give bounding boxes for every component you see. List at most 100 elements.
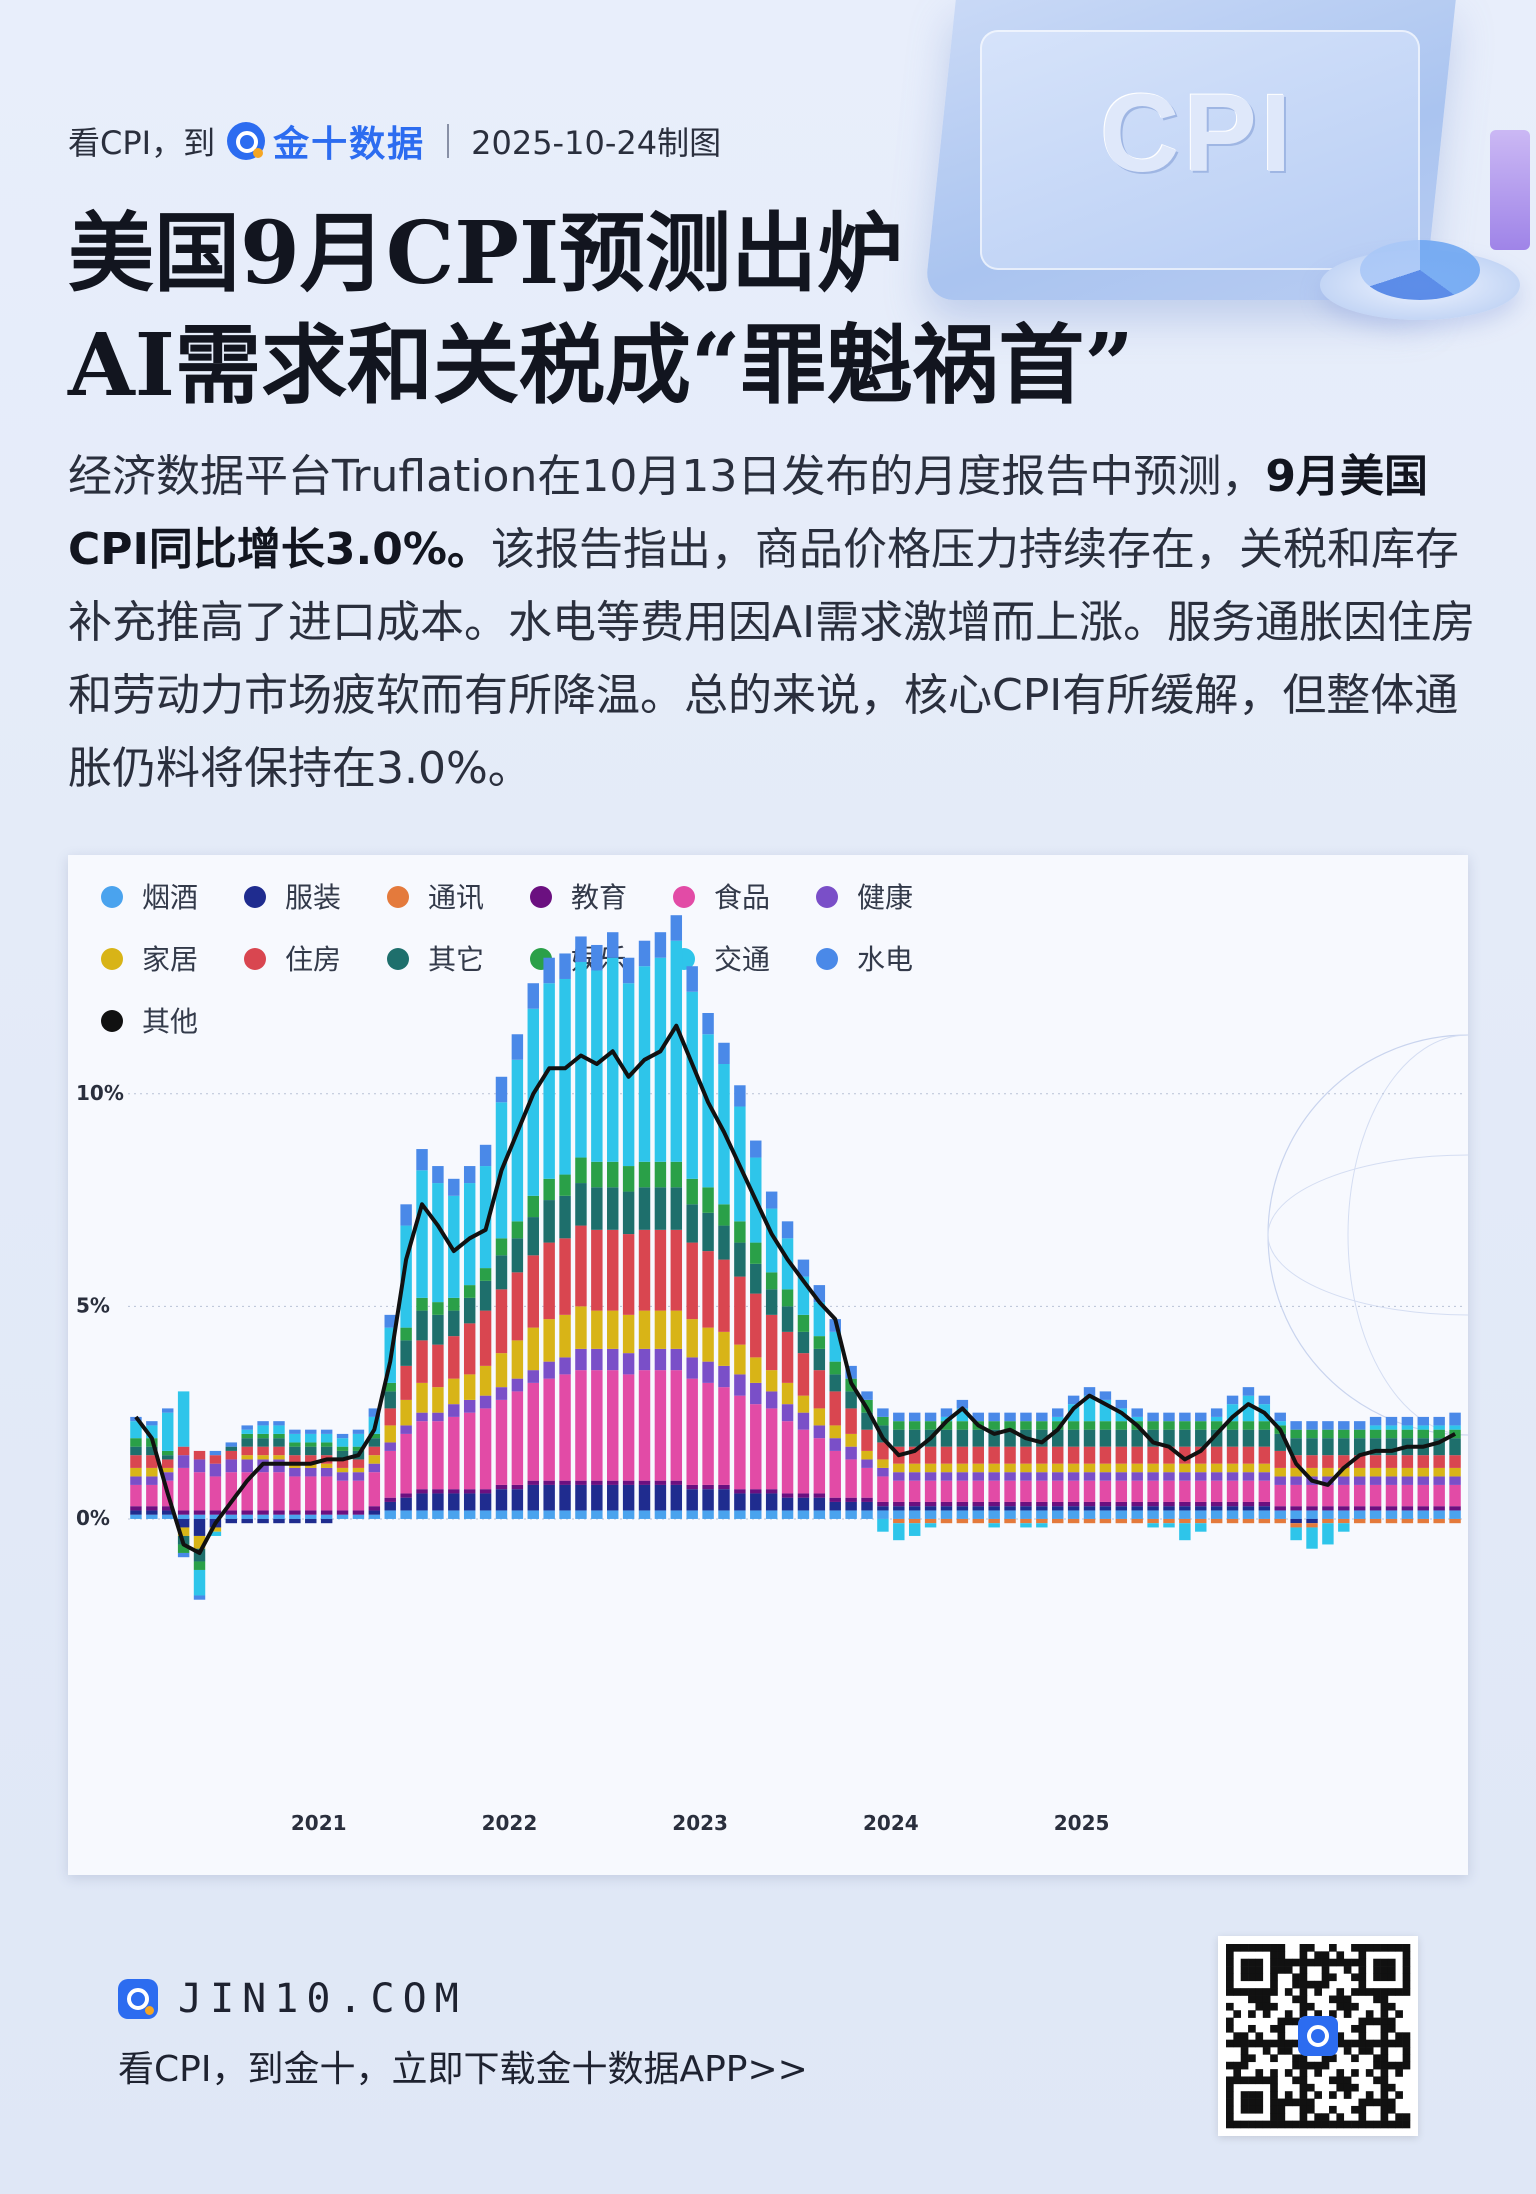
qr-module bbox=[1299, 2083, 1308, 2092]
qr-module bbox=[1248, 2054, 1256, 2063]
qr-module bbox=[1226, 2091, 1234, 2099]
bar-segment bbox=[273, 1433, 285, 1439]
qr-module bbox=[1380, 2002, 1389, 2011]
bar-segment bbox=[1401, 1467, 1414, 1477]
bar-segment bbox=[1274, 1518, 1286, 1524]
bar-segment bbox=[448, 1510, 460, 1519]
legend-swatch bbox=[387, 948, 409, 970]
bar-segment bbox=[1353, 1518, 1366, 1524]
bar-segment bbox=[257, 1446, 269, 1456]
qr-module bbox=[1343, 1995, 1352, 2004]
qr-module bbox=[1395, 2010, 1403, 2018]
bar-segment bbox=[670, 1370, 683, 1481]
bar-segment bbox=[352, 1472, 365, 1481]
bar-segment bbox=[1401, 1425, 1414, 1430]
bar-segment bbox=[718, 1365, 730, 1388]
qr-module bbox=[1240, 2032, 1249, 2040]
bar-segment bbox=[845, 1497, 857, 1502]
bar-stack bbox=[193, 1450, 206, 1600]
qr-module bbox=[1351, 2120, 1359, 2129]
bar-stack bbox=[781, 1221, 794, 1519]
bar-segment bbox=[1083, 1506, 1096, 1511]
bar-segment bbox=[1226, 1501, 1239, 1507]
bar-segment bbox=[893, 1506, 905, 1511]
bar-segment bbox=[193, 1561, 206, 1570]
qr-module bbox=[1240, 2105, 1249, 2114]
bar-stack bbox=[1369, 1416, 1382, 1524]
bar-segment bbox=[1099, 1506, 1112, 1511]
bar-segment bbox=[1226, 1510, 1239, 1519]
x-tick-label: 2025 bbox=[1054, 1811, 1110, 1835]
footer-site[interactable]: JIN10.COM bbox=[178, 1976, 467, 2022]
bar-segment bbox=[1067, 1501, 1080, 1507]
bar-segment bbox=[1179, 1480, 1191, 1502]
bar-stack bbox=[1401, 1416, 1414, 1524]
qr-module bbox=[1329, 1944, 1337, 1952]
bar-stack bbox=[352, 1429, 365, 1519]
qr-module bbox=[1387, 1988, 1396, 1996]
bar-segment bbox=[1163, 1510, 1175, 1519]
bar-segment bbox=[1083, 1480, 1096, 1502]
bar-segment bbox=[305, 1518, 317, 1524]
bar-segment bbox=[193, 1535, 206, 1549]
bar-segment bbox=[1004, 1506, 1016, 1511]
bar-segment bbox=[320, 1433, 333, 1443]
bar-segment bbox=[1226, 1472, 1239, 1481]
bar-segment bbox=[1195, 1501, 1207, 1507]
bar-segment bbox=[1163, 1480, 1175, 1502]
bar-segment bbox=[702, 1212, 714, 1252]
bar-segment bbox=[305, 1442, 317, 1447]
bar-segment bbox=[193, 1459, 206, 1473]
qr-module bbox=[1292, 1995, 1300, 2004]
bar-segment bbox=[352, 1433, 365, 1447]
bar-segment bbox=[781, 1493, 794, 1498]
bar-segment bbox=[1067, 1421, 1080, 1430]
bar-segment bbox=[702, 1327, 714, 1362]
bar-segment bbox=[289, 1518, 301, 1524]
qr-module bbox=[1329, 2010, 1337, 2018]
qr-module bbox=[1292, 2120, 1300, 2129]
bar-segment bbox=[908, 1506, 921, 1511]
bar-segment bbox=[1147, 1510, 1159, 1519]
bar-segment bbox=[448, 1416, 460, 1490]
bar-segment bbox=[1004, 1501, 1016, 1507]
qr-module bbox=[1314, 1958, 1322, 1967]
bar-stack bbox=[289, 1429, 301, 1524]
legend-label: 住房 bbox=[285, 943, 341, 976]
qr-module bbox=[1336, 2083, 1345, 2092]
bar-segment bbox=[877, 1506, 889, 1511]
bar-segment bbox=[209, 1450, 222, 1456]
bar-segment bbox=[1274, 1510, 1286, 1519]
bar-segment bbox=[257, 1421, 269, 1426]
qr-module bbox=[1395, 2032, 1403, 2040]
qr-module bbox=[1277, 2039, 1286, 2048]
bar-segment bbox=[607, 1161, 619, 1188]
bar-segment bbox=[702, 1510, 714, 1519]
bar-segment bbox=[940, 1501, 953, 1507]
bar-stack bbox=[432, 1166, 444, 1519]
bar-segment bbox=[1163, 1472, 1175, 1481]
bar-segment bbox=[670, 1348, 683, 1371]
bar-segment bbox=[1099, 1429, 1112, 1447]
bar-segment bbox=[1242, 1421, 1255, 1430]
qr-module bbox=[1277, 2017, 1286, 2026]
bar-segment bbox=[940, 1510, 953, 1519]
bar-segment bbox=[1067, 1510, 1080, 1519]
footer-slogan[interactable]: 看CPI，到金十，立即下载金十数据APP>> bbox=[118, 2049, 808, 2090]
bar-segment bbox=[734, 1374, 746, 1396]
bar-segment bbox=[1083, 1501, 1096, 1507]
bar-segment bbox=[750, 1357, 762, 1383]
bar-segment bbox=[750, 1263, 762, 1294]
bar-segment bbox=[320, 1510, 333, 1515]
qr-module bbox=[1336, 1995, 1345, 2004]
bar-segment bbox=[1067, 1446, 1080, 1464]
bar-segment bbox=[511, 1238, 524, 1273]
page-title: 美国9月CPI预测出炉 AI需求和关税成“罪魁祸首” bbox=[68, 198, 1268, 422]
bar-segment bbox=[1274, 1467, 1286, 1477]
bar-segment bbox=[511, 1034, 524, 1060]
bar-segment bbox=[861, 1459, 873, 1468]
qr-module bbox=[1373, 1973, 1381, 1982]
qr-code[interactable] bbox=[1218, 1936, 1418, 2136]
legend-swatch bbox=[101, 886, 123, 908]
bar-segment bbox=[1449, 1425, 1461, 1430]
